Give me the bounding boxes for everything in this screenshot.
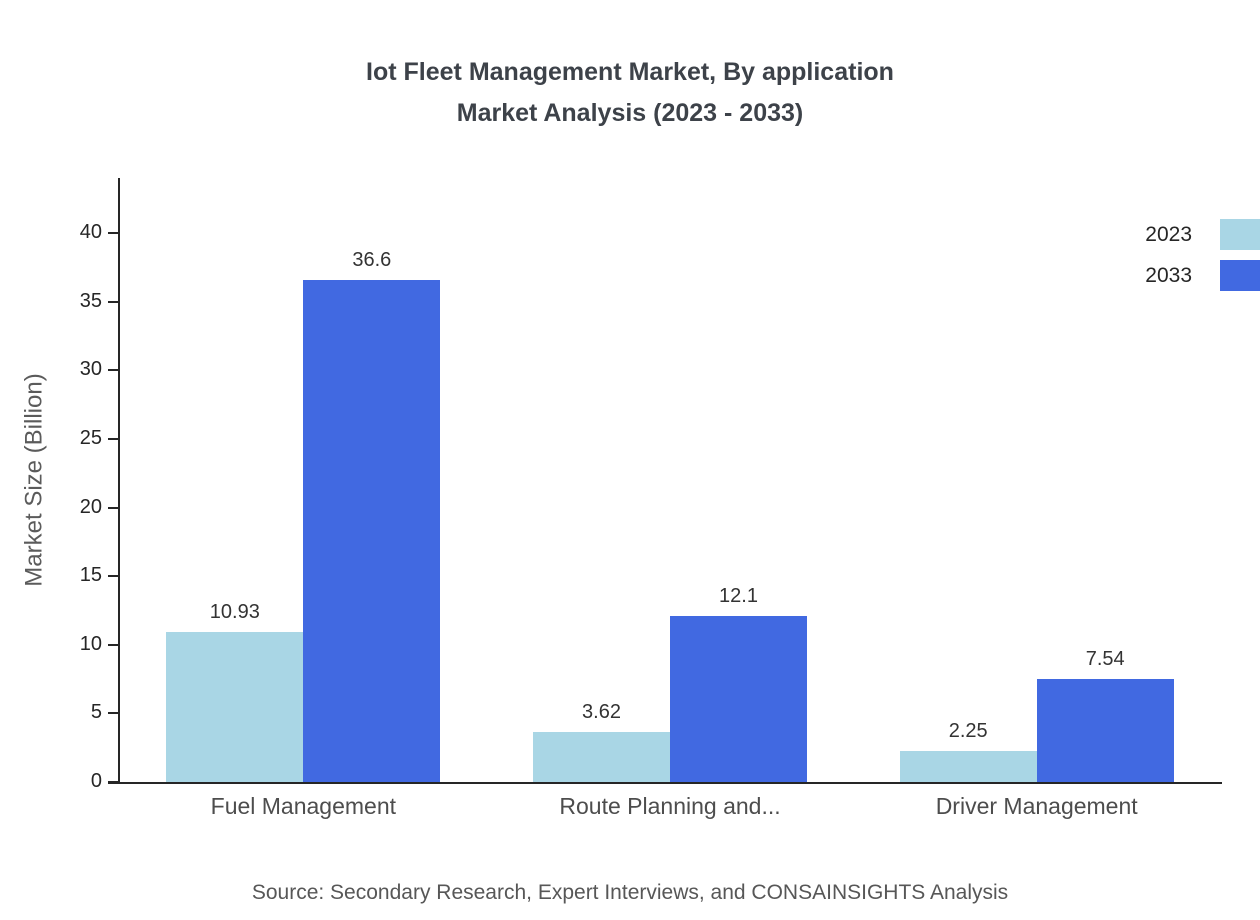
y-tick-mark (108, 712, 119, 715)
y-tick-mark (108, 575, 119, 578)
y-tick-mark (108, 300, 119, 303)
legend: 2023 2033 (1145, 219, 1260, 301)
x-axis-labels: Fuel Management Route Planning and... Driv… (120, 793, 1220, 820)
bar-2023-route-planning-and: 3.62 (533, 701, 670, 782)
bar-value-label: 3.62 (582, 701, 621, 724)
y-axis-line (118, 178, 120, 784)
chart-title-line-1: Iot Fleet Management Market, By applicat… (366, 58, 894, 86)
bar-2033-route-planning-and: 12.1 (670, 585, 807, 782)
y-tick-mark (108, 231, 119, 234)
source-note: Source: Secondary Research, Expert Inter… (251, 881, 1009, 904)
y-tick-label: 20 (79, 495, 102, 518)
y-tick-label: 0 (90, 770, 102, 792)
legend-swatch (1220, 260, 1260, 291)
bar-2033-fuel-management: 36.6 (303, 249, 441, 782)
y-tick-label: 30 (79, 358, 102, 381)
legend-item-2023: 2023 (1145, 219, 1260, 250)
bar-2023-driver-management: 2.25 (899, 720, 1037, 782)
x-axis-line (108, 782, 1222, 784)
bar-value-label: 2.25 (948, 720, 988, 743)
bar-2033-driver-management: 7.54 (1036, 648, 1174, 782)
y-axis-title-text: Market Size (Billion) (21, 373, 49, 587)
y-tick-label: 35 (79, 289, 102, 312)
legend-label: 2033 (1145, 263, 1192, 287)
legend-item-2033: 2033 (1145, 260, 1260, 291)
bar-group-driver-management: 2.25 7.54 (853, 178, 1220, 782)
x-axis-category-label: Driver Management (935, 793, 1138, 819)
bar-value-label: 12.1 (719, 584, 758, 607)
legend-swatch (1220, 219, 1260, 250)
y-tick-mark (108, 369, 119, 372)
y-tick-label: 5 (90, 701, 102, 724)
y-axis-title: Market Size (Billion) (12, 178, 58, 782)
y-tick-mark (108, 643, 119, 646)
y-tick-label: 10 (79, 632, 102, 655)
x-axis-category-label: Route Planning and... (559, 793, 781, 819)
bar-group-route-planning-and: 3.62 12.1 (487, 178, 854, 782)
y-tick-mark (108, 781, 119, 783)
legend-label: 2023 (1145, 222, 1192, 246)
bar-value-label: 7.54 (1085, 647, 1125, 670)
bar-value-label: 36.6 (352, 248, 392, 271)
bar-group-fuel-management: 10.93 36.6 (120, 178, 487, 782)
bar-value-label: 10.93 (209, 601, 260, 623)
x-axis-category-label: Fuel Management (210, 793, 397, 819)
y-tick-label: 15 (79, 564, 102, 587)
plot-area: 10.93 36.6 3.62 12.1 2.25 7.54 (120, 178, 1220, 782)
y-tick-mark (108, 506, 119, 509)
bar-2023-fuel-management: 10.93 (166, 601, 304, 782)
chart-title: Iot Fleet Management Market, By applicat… (0, 52, 1260, 134)
y-tick-mark (108, 437, 119, 440)
chart-title-line-2: Market Analysis (2023 - 2033) (456, 99, 804, 127)
y-tick-label: 25 (79, 426, 102, 449)
y-tick-label: 40 (79, 220, 102, 243)
